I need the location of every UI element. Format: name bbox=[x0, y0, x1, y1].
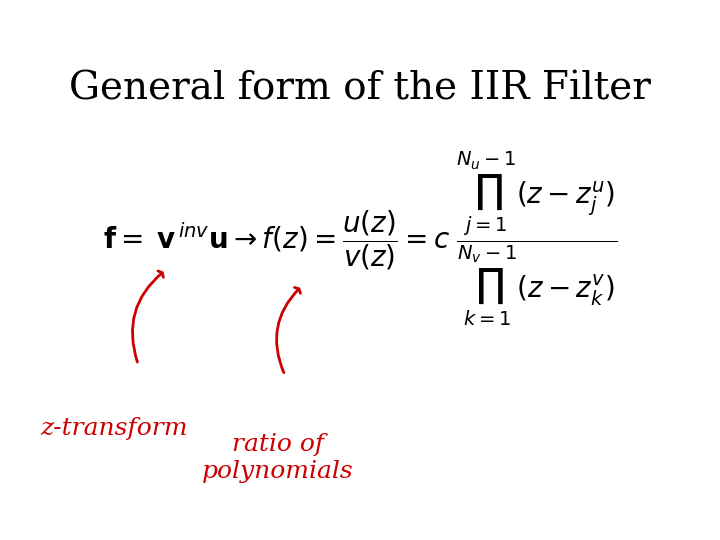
Text: ratio of
polynomials: ratio of polynomials bbox=[202, 433, 354, 483]
Text: General form of the IIR Filter: General form of the IIR Filter bbox=[69, 70, 651, 107]
Text: z-transform: z-transform bbox=[40, 417, 188, 440]
Text: $\mathbf{f} = \;\mathbf{v}^{\,inv}\mathbf{u} \rightarrow f(z) = \dfrac{u(z)}{v(z: $\mathbf{f} = \;\mathbf{v}^{\,inv}\mathb… bbox=[103, 149, 617, 328]
